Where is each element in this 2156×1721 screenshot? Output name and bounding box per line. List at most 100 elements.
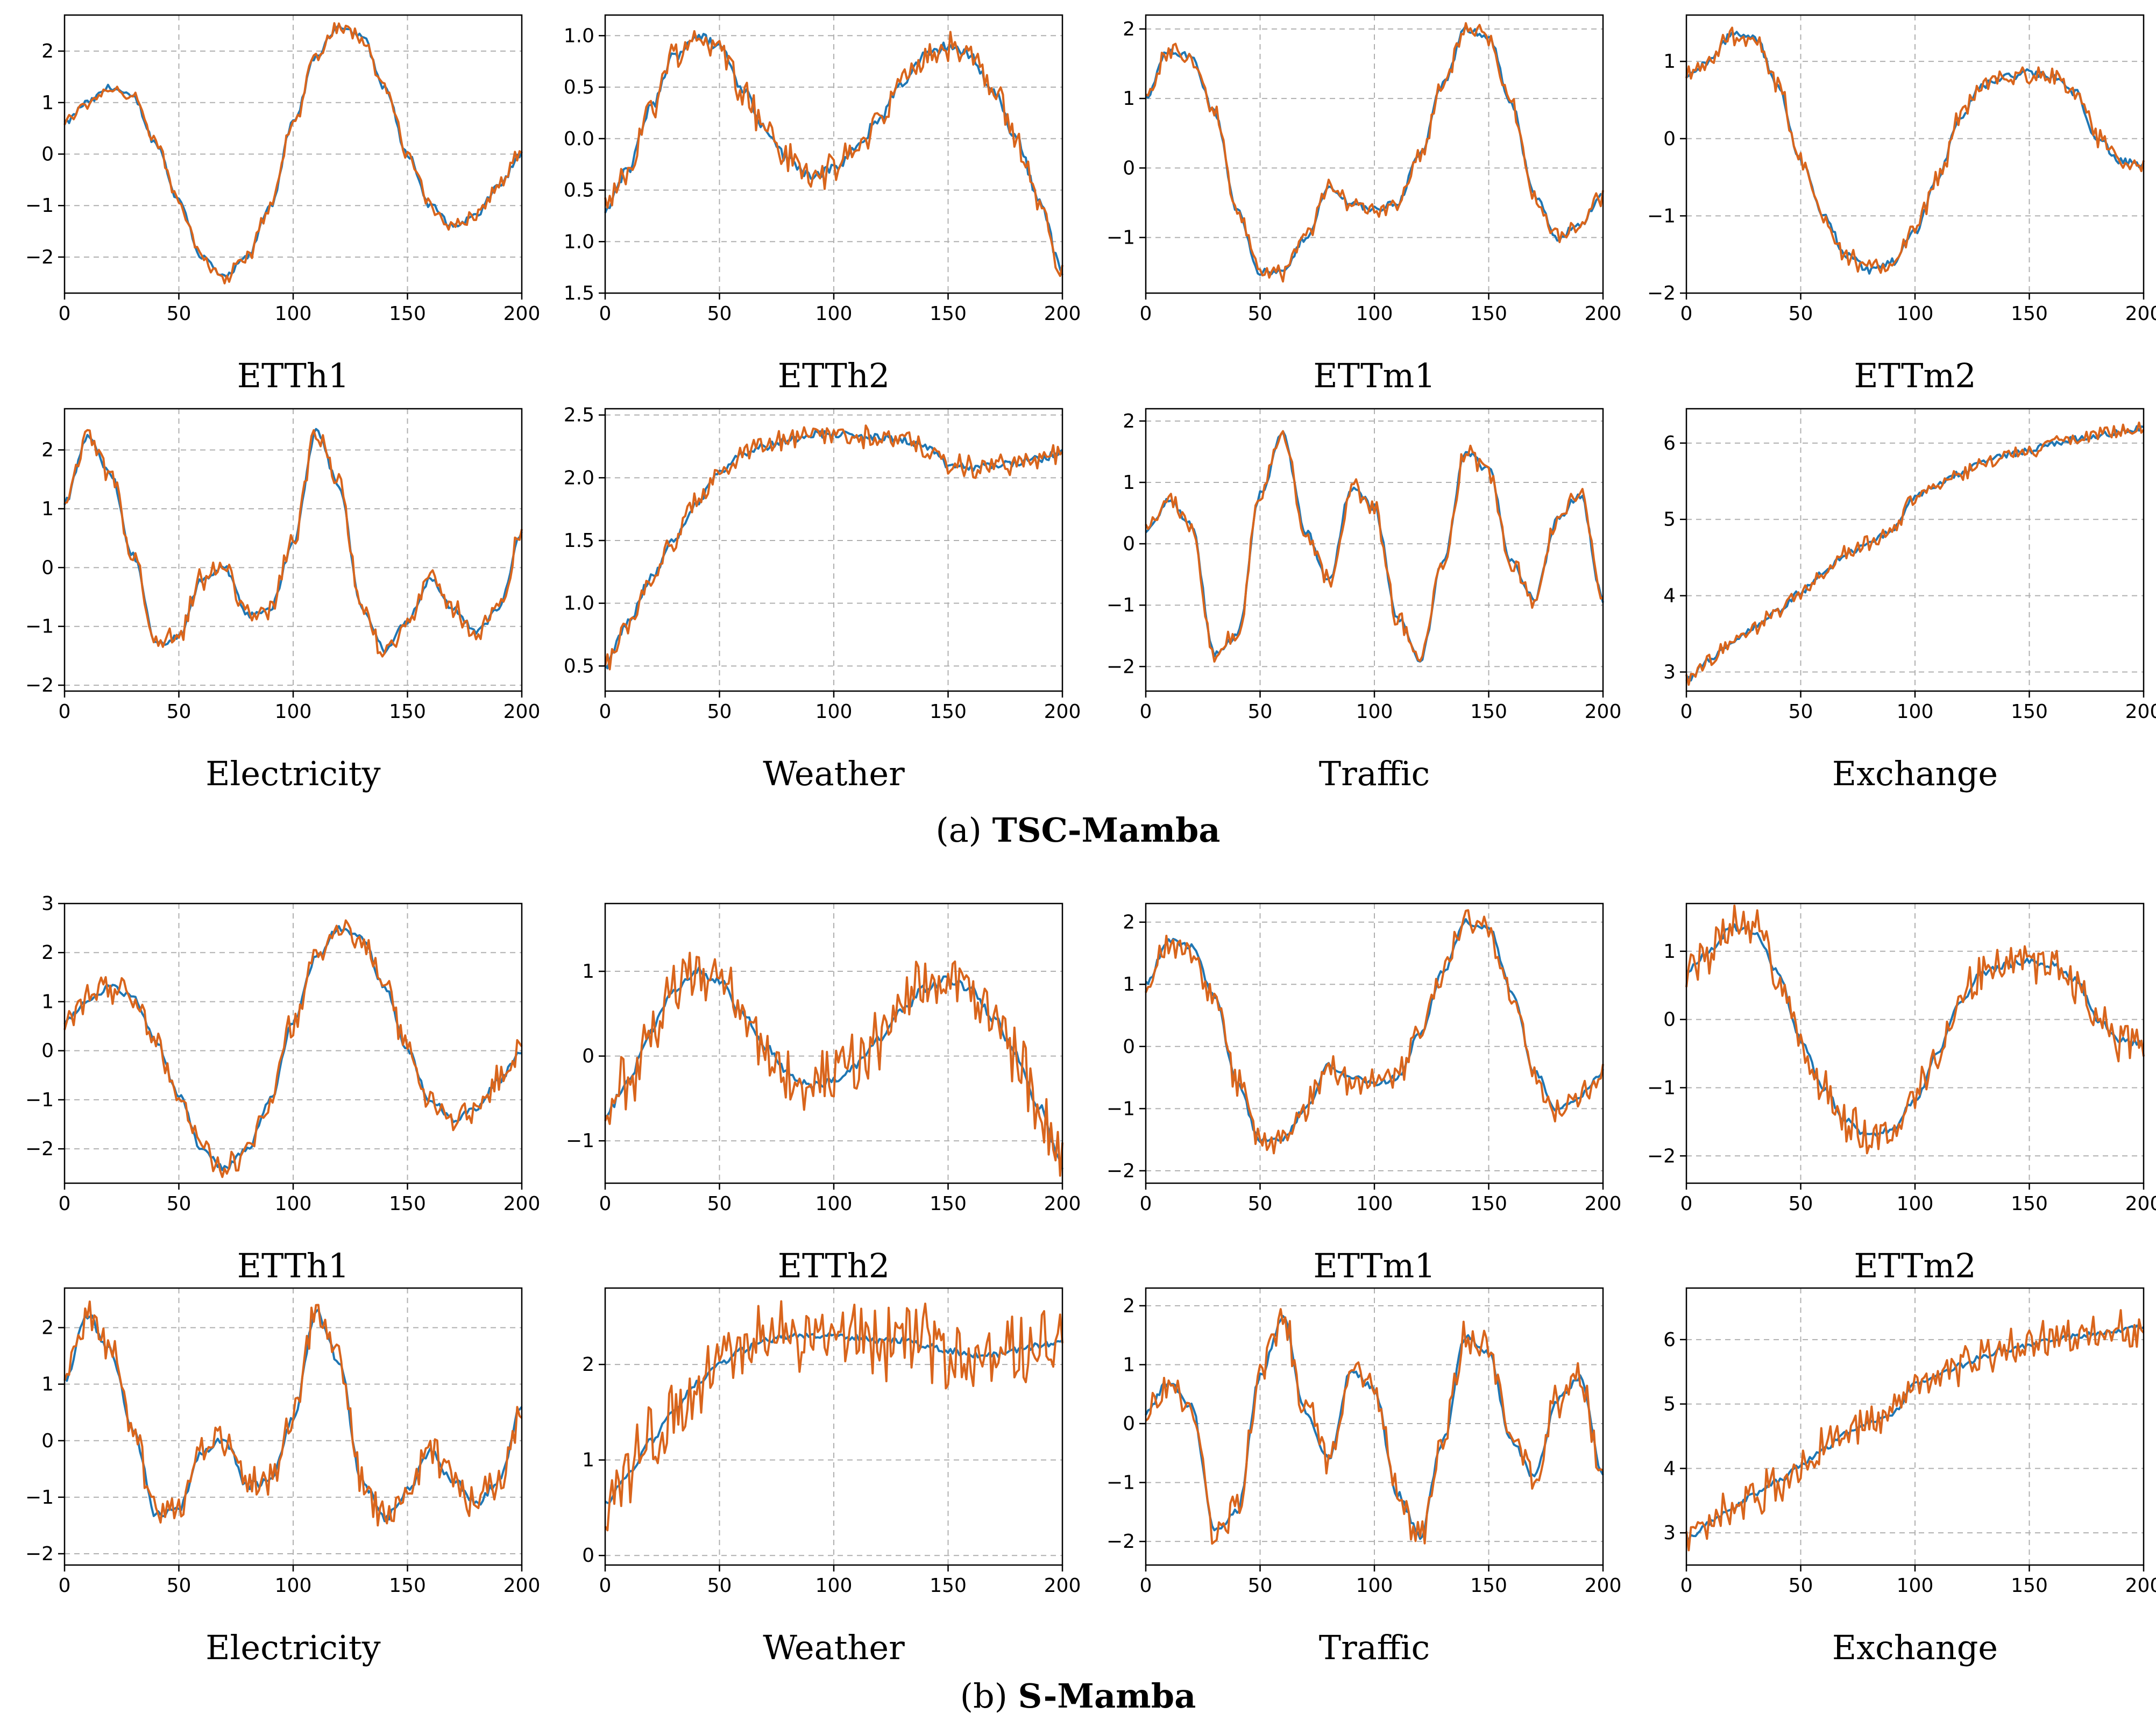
y-tick-label: 4 [1663,585,1676,607]
x-tick-label: 50 [1248,303,1273,325]
y-tick-label: 2 [1123,18,1135,40]
y-tick-label: 0 [1663,128,1676,150]
x-tick-label: 0 [59,303,71,325]
x-tick-label: 200 [1585,1575,1622,1597]
x-tick-label: 150 [389,1193,426,1215]
x-tick-label: 0 [1140,701,1152,723]
figure-caption-a: (a) TSC-Mamba [936,810,1221,850]
x-tick-label: 100 [275,701,312,723]
x-tick-label: 200 [1044,701,1081,723]
x-tick-label: 200 [1044,1193,1081,1215]
y-tick-label: 0 [1663,1009,1676,1031]
series-prediction-line [63,919,523,1178]
y-tick-label: −2 [1647,282,1676,304]
x-tick-label: 100 [1356,701,1393,723]
y-tick-label: 2 [41,942,54,964]
x-tick-label: 50 [1248,1193,1273,1215]
y-tick-label: 1 [1123,472,1135,494]
y-tick-label: 1 [1663,941,1676,963]
x-tick-label: 50 [167,303,192,325]
y-tick-label: 1 [582,1449,594,1471]
x-tick-label: 200 [1044,1575,1081,1597]
subplot-title: Traffic [1319,754,1430,793]
y-tick-label: 0 [41,557,54,579]
subplot-a-weather: 0 50 100 150 200 0.5 1.0 1.5 2.0 2.5 Weather [564,404,1081,793]
x-tick-label: 100 [815,701,853,723]
x-tick-label: 150 [2011,303,2048,325]
x-tick-label: 200 [2125,701,2156,723]
x-tick-label: 150 [2011,1193,2048,1215]
subplot-b-traffic: 0 50 100 150 200 −2 −1 0 1 2 Traffic [1107,1287,1622,1667]
x-tick-label: 50 [167,1193,192,1215]
y-tick-label: 1.0 [564,25,594,47]
x-tick-label: 150 [389,701,426,723]
subplot-a-electricity: 0 50 100 150 200 −2 −1 0 1 2 Electricity [25,408,540,793]
series-prediction-line [604,1300,1063,1532]
x-tick-label: 0 [59,701,71,723]
subplot-title: Exchange [1832,1628,1998,1667]
y-tick-label: −2 [1647,1145,1676,1167]
y-tick-label: 0.5 [564,76,594,98]
y-tick-label: 0 [582,1046,594,1068]
x-tick-label: 150 [2011,1575,2048,1597]
x-tick-label: 0 [1680,1575,1693,1597]
y-tick-label: 1.5 [564,282,594,304]
series-prediction-line [64,429,523,658]
x-tick-label: 0 [1680,1193,1693,1215]
series-prediction-line [63,1300,523,1527]
x-tick-label: 100 [1897,701,1934,723]
x-tick-label: 50 [707,303,732,325]
y-tick-label: −2 [1107,656,1135,678]
x-tick-label: 150 [1470,1193,1507,1215]
y-tick-label: 1.0 [564,593,594,615]
x-tick-label: 200 [1585,701,1622,723]
subplot-title: ETTh2 [778,1246,890,1285]
x-tick-label: 100 [1356,1575,1393,1597]
y-tick-label: 5 [1663,1393,1676,1416]
series-prediction-line [1145,430,1604,663]
y-tick-label: −1 [1647,1077,1676,1099]
x-tick-label: 50 [707,1575,732,1597]
subplot-title: Electricity [205,1628,380,1667]
x-tick-label: 100 [815,303,853,325]
y-tick-label: −2 [25,246,54,268]
y-tick-label: 0 [1123,157,1135,179]
y-tick-label: 3 [1663,1522,1676,1544]
x-tick-label: 200 [1044,303,1081,325]
x-tick-label: 200 [2125,1193,2156,1215]
y-tick-label: 0 [41,1430,54,1452]
y-tick-label: −1 [25,1487,54,1509]
y-tick-label: 3 [41,893,54,915]
y-tick-label: 5 [1663,509,1676,531]
y-tick-label: 2 [41,1317,54,1339]
x-tick-label: 0 [1680,701,1693,723]
x-tick-label: 100 [1356,1193,1393,1215]
y-tick-label: −1 [1107,1472,1135,1494]
x-tick-label: 150 [1470,303,1507,325]
subplot-b-exchange: 0 50 100 150 200 3 4 5 6 Exchange [1663,1287,2156,1667]
series-prediction-line [1145,1308,1604,1545]
y-tick-label: 4 [1663,1457,1676,1480]
y-tick-label: −1 [1107,1098,1135,1120]
y-tick-label: 0 [1123,1036,1135,1058]
caption-label: (a) [936,810,992,850]
series-prediction-line [604,30,1063,278]
x-tick-label: 150 [2011,701,2048,723]
y-tick-label: −1 [25,616,54,638]
subplot-b-ettm2: 0 50 100 150 200 −2 −1 0 1 ETTm2 [1647,902,2156,1285]
y-tick-label: 1 [1123,88,1135,110]
subplot-a-ettm1: 0 50 100 150 200 −1 0 1 2 ETTm1 [1107,14,1621,395]
x-tick-label: 100 [1897,1193,1934,1215]
subplot-title: Traffic [1319,1628,1430,1667]
x-tick-label: 0 [599,1575,612,1597]
x-tick-label: 50 [167,1575,192,1597]
y-tick-label: 0 [1123,533,1135,555]
x-tick-label: 0 [1140,303,1152,325]
y-tick-label: 6 [1663,432,1676,454]
subplot-a-ettm2: 0 50 100 150 200 −2 −1 0 1 ETTm2 [1647,14,2156,395]
y-tick-label: 0.0 [564,128,594,150]
x-tick-label: 50 [1789,303,1813,325]
series-prediction-line [1685,26,2145,274]
y-tick-label: −2 [1107,1160,1135,1182]
y-tick-label: 6 [1663,1329,1676,1351]
